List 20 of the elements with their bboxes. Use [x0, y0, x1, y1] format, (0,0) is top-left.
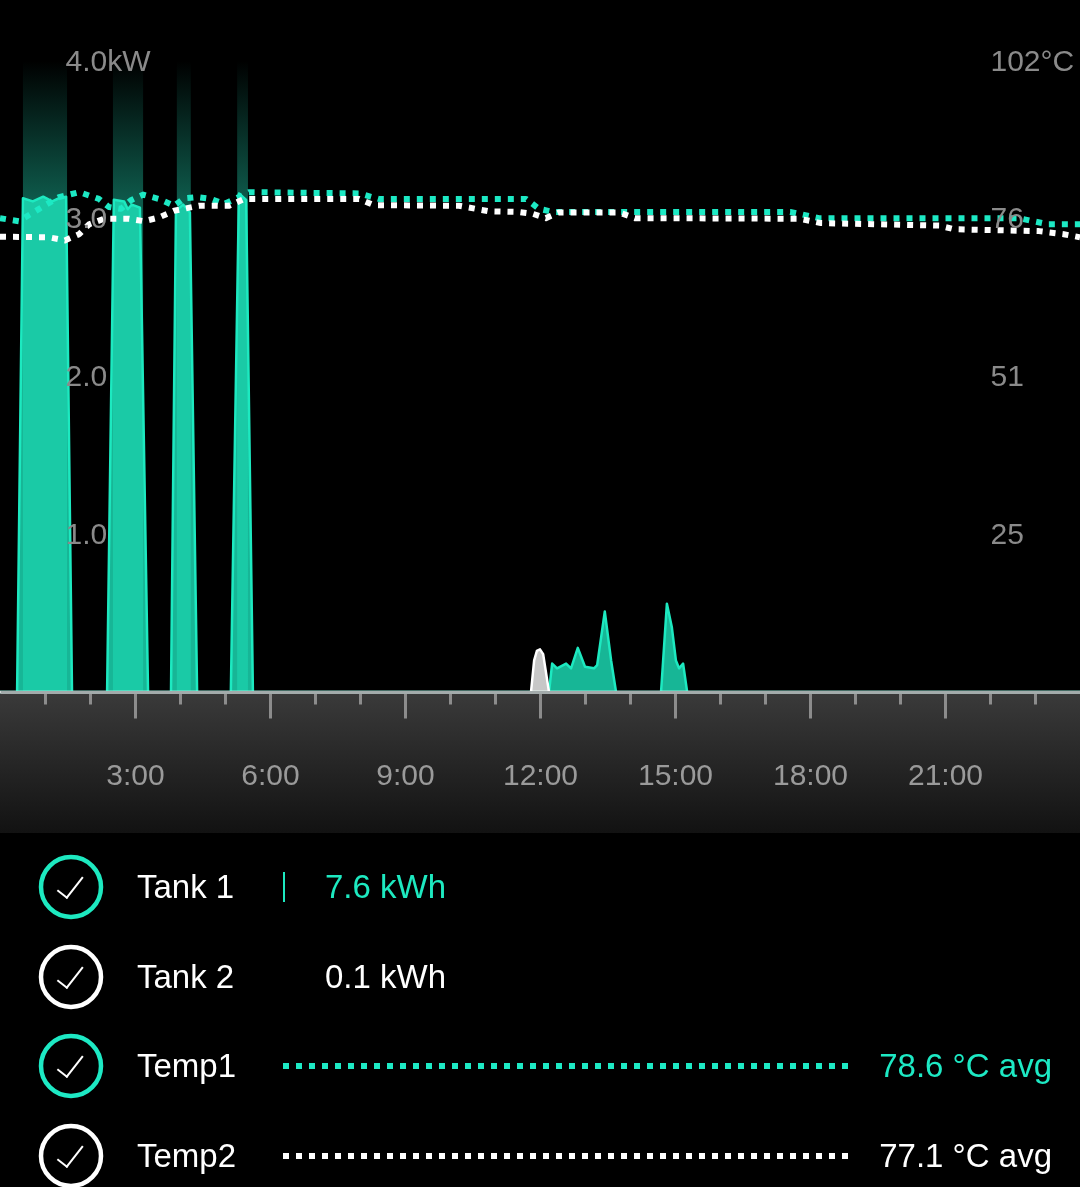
text: 78.6 °C avg	[879, 1046, 1052, 1086]
text: 0.1 kWh	[325, 956, 447, 997]
y2-tick-label: 51	[990, 359, 1024, 392]
y-tick-label: 4.0kW	[65, 43, 152, 77]
x-tick-label: 3:00	[106, 757, 165, 791]
x-tick-label: 12:00	[502, 757, 579, 791]
text: 77.1 °C avg	[879, 1135, 1052, 1176]
x-tick-label: 21:00	[907, 757, 984, 791]
y2-tick-label: 76	[990, 201, 1024, 235]
text: 7.6 kWh	[325, 867, 447, 907]
x-tick-label: 15:00	[637, 757, 714, 791]
x-tick-label: 6:00	[241, 757, 300, 791]
y2-tick-label: 25	[990, 516, 1024, 550]
x-tick-label: 9:00	[376, 757, 435, 791]
legend-label: Temp2	[137, 1135, 237, 1176]
legend-label: Tank 1	[137, 867, 235, 907]
y2-tick-label: 102°C	[990, 43, 1075, 77]
legend-label: Tank 2	[137, 956, 235, 997]
x-tick-label: 18:00	[772, 757, 849, 791]
legend-label: Temp1	[137, 1046, 237, 1086]
